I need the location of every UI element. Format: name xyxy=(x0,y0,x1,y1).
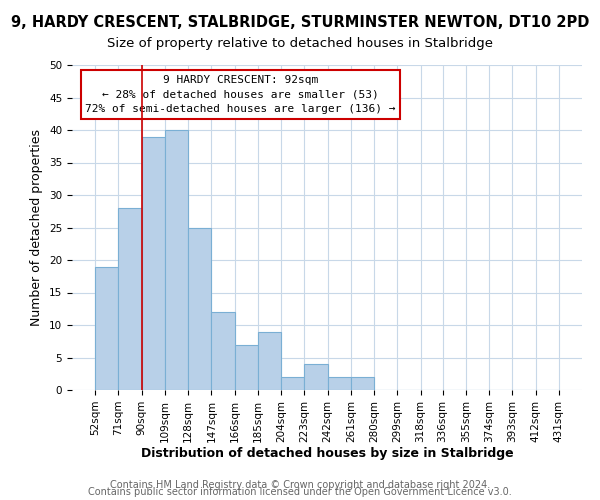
Bar xyxy=(235,344,258,390)
Bar xyxy=(95,266,118,390)
Bar xyxy=(118,208,142,390)
X-axis label: Distribution of detached houses by size in Stalbridge: Distribution of detached houses by size … xyxy=(140,448,514,460)
Text: Contains HM Land Registry data © Crown copyright and database right 2024.: Contains HM Land Registry data © Crown c… xyxy=(110,480,490,490)
Bar xyxy=(258,332,281,390)
Text: Size of property relative to detached houses in Stalbridge: Size of property relative to detached ho… xyxy=(107,38,493,51)
Bar xyxy=(351,377,374,390)
Bar xyxy=(281,377,304,390)
Bar xyxy=(165,130,188,390)
Bar xyxy=(328,377,351,390)
Y-axis label: Number of detached properties: Number of detached properties xyxy=(31,129,43,326)
Bar xyxy=(188,228,211,390)
Text: 9, HARDY CRESCENT, STALBRIDGE, STURMINSTER NEWTON, DT10 2PD: 9, HARDY CRESCENT, STALBRIDGE, STURMINST… xyxy=(11,15,589,30)
Bar xyxy=(142,136,165,390)
Bar xyxy=(211,312,235,390)
Bar xyxy=(304,364,328,390)
Text: Contains public sector information licensed under the Open Government Licence v3: Contains public sector information licen… xyxy=(88,487,512,497)
Text: 9 HARDY CRESCENT: 92sqm
← 28% of detached houses are smaller (53)
72% of semi-de: 9 HARDY CRESCENT: 92sqm ← 28% of detache… xyxy=(85,74,395,114)
